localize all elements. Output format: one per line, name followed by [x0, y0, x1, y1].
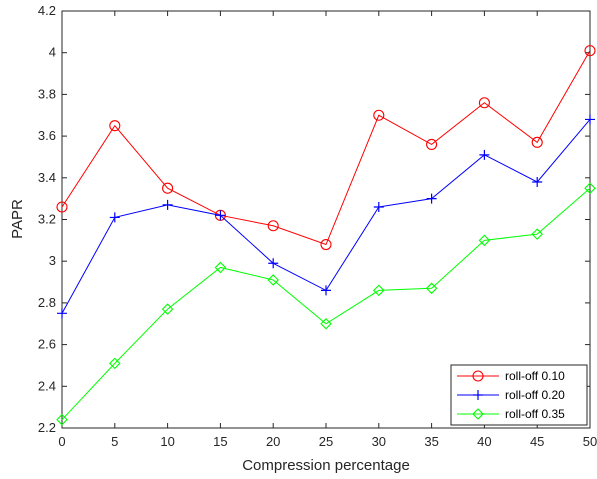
y-tick-label: 3.4	[38, 170, 56, 185]
series-1	[56, 45, 596, 251]
data-point	[531, 136, 543, 148]
plot-area	[61, 10, 591, 429]
data-point	[162, 182, 174, 194]
legend-label: roll-off 0.20	[505, 388, 565, 402]
data-point	[56, 201, 68, 213]
axis-ticks: 0 5 10 15 20 25 30 35 40 45 50 2.2 2.4 2.6 2.8 3 3.2 3.4 3…	[38, 3, 597, 449]
data-point	[321, 285, 331, 296]
data-point	[531, 228, 543, 240]
data-point	[478, 234, 491, 247]
x-tick-label: 15	[213, 434, 227, 449]
series-line	[61, 187, 591, 421]
data-point	[532, 176, 543, 187]
data-point	[584, 45, 596, 57]
data-point	[161, 303, 174, 315]
y-tick-label: 3.8	[38, 86, 56, 101]
x-tick-label: 20	[266, 434, 280, 449]
y-tick-label: 4	[49, 45, 56, 60]
series-3	[56, 182, 596, 426]
data-point	[57, 308, 67, 319]
y-tick-label: 2.2	[38, 420, 56, 435]
data-point	[56, 413, 68, 426]
x-tick-label: 50	[583, 434, 597, 449]
legend-item: roll-off 0.20	[457, 388, 565, 402]
y-tick-label: 2.6	[38, 337, 56, 352]
data-point	[373, 109, 385, 121]
y-tick-label: 2.4	[38, 378, 56, 393]
data-point	[109, 357, 121, 370]
data-point	[426, 138, 438, 150]
x-tick-label: 40	[477, 434, 491, 449]
x-tick-label: 30	[372, 434, 386, 449]
data-point	[268, 258, 279, 269]
legend-item: roll-off 0.10	[457, 369, 565, 383]
legend-label: roll-off 0.35	[505, 407, 565, 421]
data-point	[267, 274, 279, 286]
y-axis-label: PAPR	[9, 199, 26, 239]
data-point	[214, 261, 227, 274]
data-point	[215, 210, 226, 221]
y-tick-label: 3.6	[38, 128, 56, 143]
data-point	[479, 149, 490, 160]
x-tick-label: 25	[319, 434, 333, 449]
data-point	[109, 120, 121, 132]
legend-item: roll-off 0.35	[457, 407, 565, 421]
data-point	[162, 199, 173, 210]
legend: roll-off 0.10 roll-off 0.20 roll-off 0.35	[450, 364, 588, 426]
data-point	[585, 114, 595, 125]
data-point	[426, 193, 437, 204]
data-point	[373, 284, 385, 297]
data-point	[320, 317, 332, 330]
x-tick-label: 35	[424, 434, 438, 449]
x-tick-label: 10	[160, 434, 174, 449]
data-point	[373, 201, 384, 212]
x-tick-label: 5	[111, 434, 118, 449]
series-layer	[56, 45, 596, 426]
x-tick-label: 0	[58, 434, 65, 449]
series-2	[57, 114, 595, 319]
data-point	[109, 212, 120, 223]
x-tick-label: 45	[530, 434, 544, 449]
data-point	[320, 238, 332, 251]
y-tick-label: 3	[49, 253, 56, 268]
y-tick-label: 4.2	[38, 3, 56, 18]
x-axis-label: Compression percentage	[242, 457, 410, 474]
data-point	[425, 282, 438, 295]
data-point	[478, 97, 490, 109]
data-point	[267, 220, 279, 232]
y-tick-label: 3.2	[38, 212, 56, 227]
series-line	[61, 50, 591, 246]
legend-label: roll-off 0.10	[505, 369, 565, 383]
data-point	[584, 182, 596, 195]
y-tick-label: 2.8	[38, 295, 56, 310]
